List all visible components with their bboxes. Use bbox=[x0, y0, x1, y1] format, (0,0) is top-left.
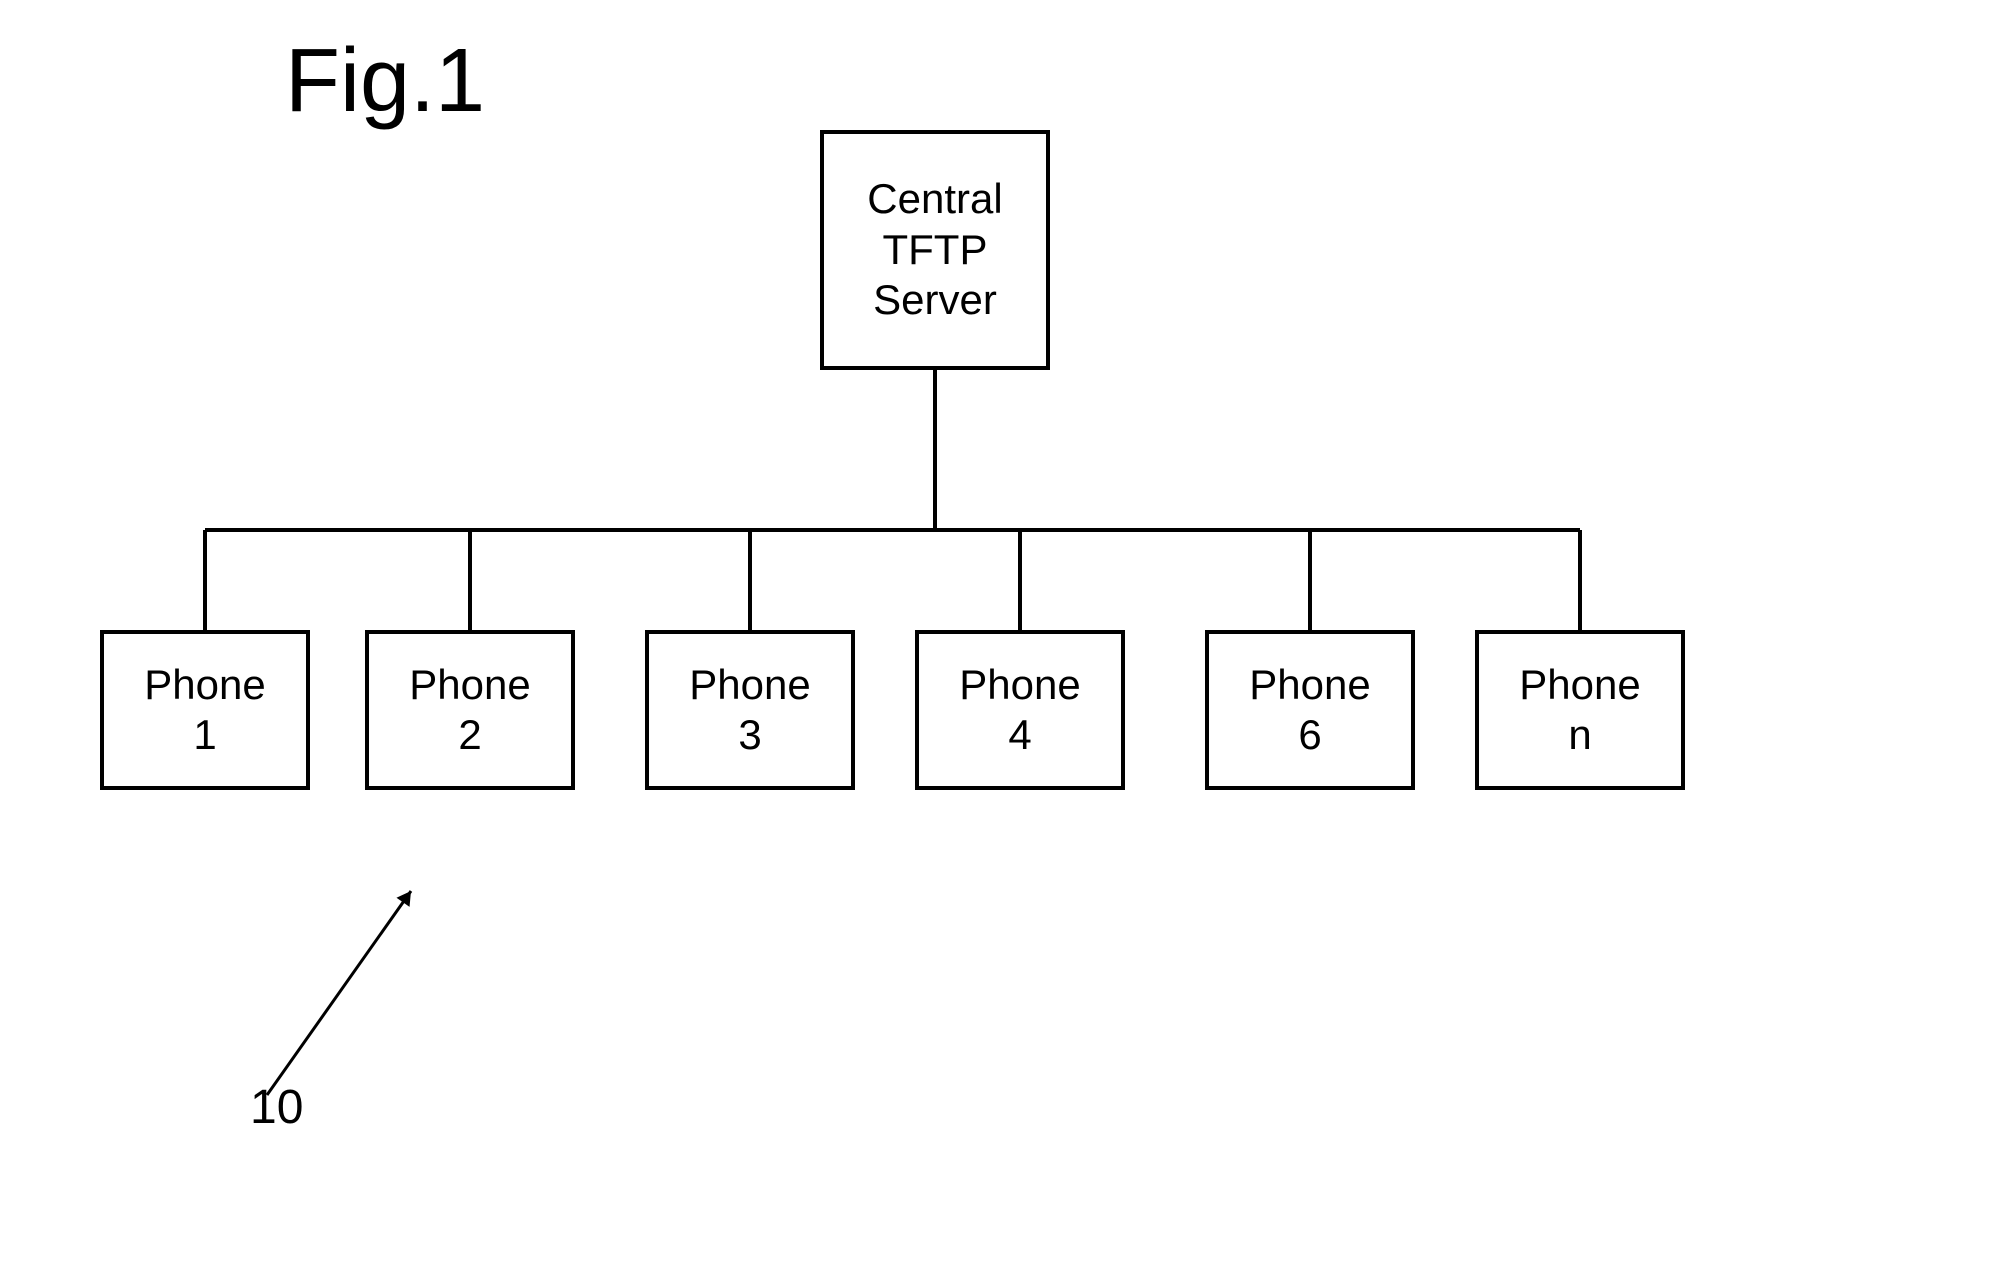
server-label-line3: Server bbox=[873, 275, 997, 325]
phone-node: Phone1 bbox=[100, 630, 310, 790]
figure-title: Fig.1 bbox=[285, 30, 485, 133]
phone-label-line2: 3 bbox=[738, 710, 761, 760]
phone-label-line2: 2 bbox=[458, 710, 481, 760]
reference-number: 10 bbox=[250, 1080, 303, 1135]
phone-label-line1: Phone bbox=[409, 660, 530, 710]
server-label-line2: TFTP bbox=[883, 225, 988, 275]
phone-node: Phone2 bbox=[365, 630, 575, 790]
phone-node: Phone4 bbox=[915, 630, 1125, 790]
phone-label-line1: Phone bbox=[1249, 660, 1370, 710]
phone-label-line2: 6 bbox=[1298, 710, 1321, 760]
server-label-line1: Central bbox=[867, 174, 1002, 224]
phone-label-line1: Phone bbox=[689, 660, 810, 710]
diagram-container: Central TFTP Server Phone1Phone2Phone3Ph… bbox=[100, 130, 1750, 880]
phone-label-line1: Phone bbox=[1519, 660, 1640, 710]
server-node: Central TFTP Server bbox=[820, 130, 1050, 370]
phone-label-line2: n bbox=[1568, 710, 1591, 760]
phone-node: Phonen bbox=[1475, 630, 1685, 790]
phone-node: Phone6 bbox=[1205, 630, 1415, 790]
phone-label-line1: Phone bbox=[144, 660, 265, 710]
phone-label-line1: Phone bbox=[959, 660, 1080, 710]
phone-label-line2: 4 bbox=[1008, 710, 1031, 760]
phone-node: Phone3 bbox=[645, 630, 855, 790]
phone-label-line2: 1 bbox=[193, 710, 216, 760]
